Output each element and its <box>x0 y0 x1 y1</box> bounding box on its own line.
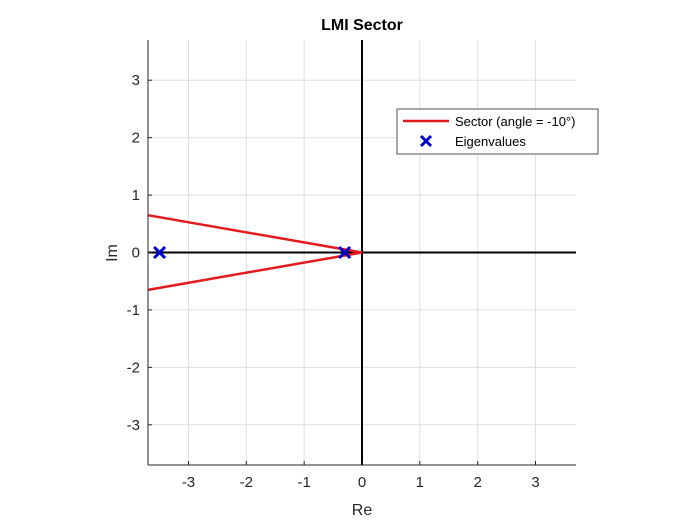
axes <box>147 40 576 466</box>
x-tick-label: -3 <box>182 474 195 491</box>
x-tick-label: 1 <box>416 474 424 491</box>
legend-eigenvalues-label: Eigenvalues <box>455 134 526 149</box>
sector-line <box>147 213 363 292</box>
y-tick-label: 2 <box>132 130 140 147</box>
legend-box <box>396 108 599 155</box>
legend-eigenvalues-swatch <box>419 134 433 148</box>
y-tick-label: -2 <box>127 359 140 376</box>
y-axis-label: Im <box>104 244 121 262</box>
y-tick-label: 1 <box>132 187 140 204</box>
tick-labels: -3 -2 -1 0 1 2 3 -3 -2 -1 0 1 2 3 <box>127 72 540 491</box>
y-tick-label: 3 <box>132 72 140 89</box>
y-tick-label: 0 <box>132 245 140 262</box>
eigenvalue-marker <box>153 245 167 260</box>
y-tick-label: -1 <box>127 302 140 319</box>
chart-title: LMI Sector <box>321 17 403 34</box>
eigenvalue-marker <box>338 245 352 260</box>
x-axis-label: Re <box>352 502 373 519</box>
legend: Sector (angle = -10°) Eigenvalues <box>396 108 599 155</box>
x-tick-label: -1 <box>297 474 310 491</box>
x-tick-label: 0 <box>358 474 366 491</box>
x-tick-label: -2 <box>240 474 253 491</box>
y-tick-label: -3 <box>127 417 140 434</box>
series <box>147 213 363 292</box>
x-tick-label: 3 <box>531 474 539 491</box>
legend-sector-label: Sector (angle = -10°) <box>455 114 575 129</box>
x-tick-label: 2 <box>474 474 482 491</box>
